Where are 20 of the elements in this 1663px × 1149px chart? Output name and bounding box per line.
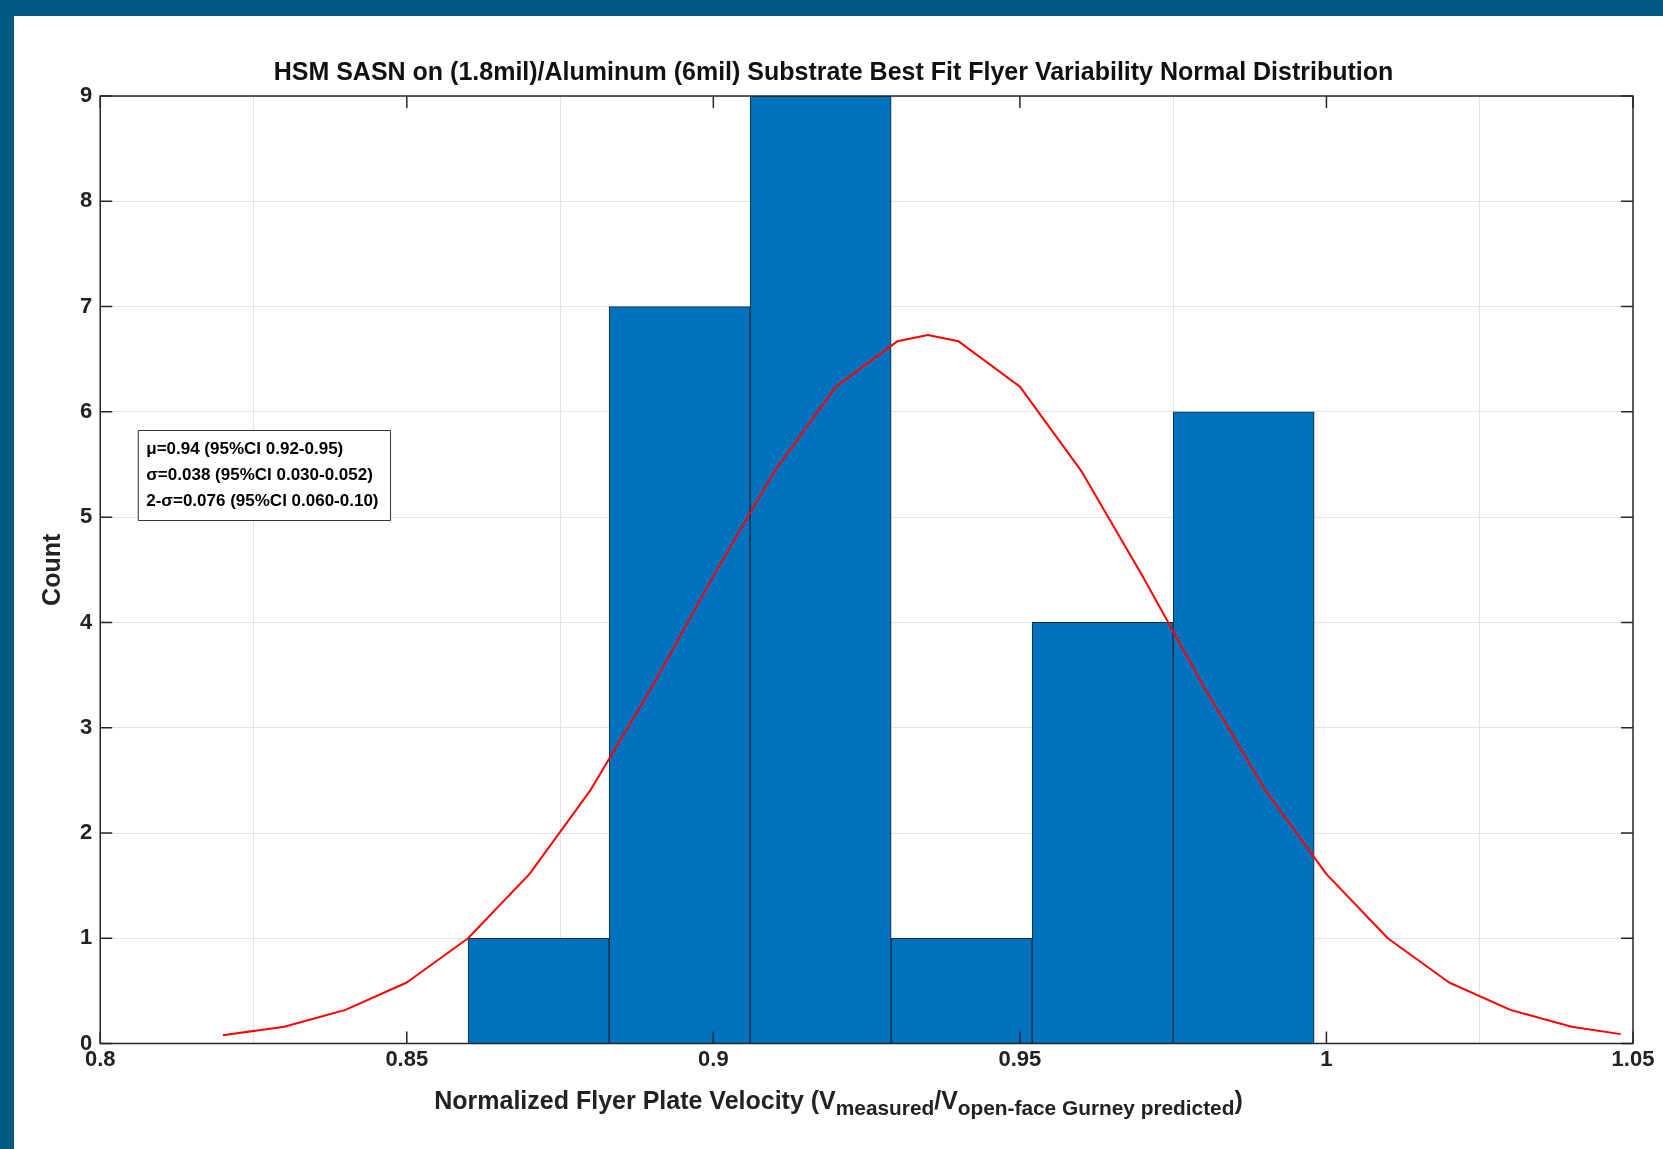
chart-title: HSM SASN on (1.8mil)/Aluminum (6mil) Substrate Best Fit Flyer Variability Normal Distribution — [273, 56, 1394, 85]
x-axis-title: Normalized Flyer Plate Velocity (V$_{measured}$/V$_{open-face Gurney predicted}$) — [433, 1086, 1244, 1120]
y-tick-label: 3 — [79, 713, 93, 739]
y-axis-title: Count — [36, 533, 65, 606]
x-tick-label: 0.85 — [385, 1045, 429, 1071]
y-tick-label: 5 — [79, 503, 93, 529]
x-tick-label: 0.9 — [698, 1045, 729, 1071]
y-tick-label: 1 — [79, 924, 93, 950]
annotation: μ=0.94 (95%CI 0.92-0.95) — [146, 439, 344, 459]
y-tick-label: 6 — [79, 397, 93, 423]
y-tick-label: 9 — [79, 82, 93, 108]
y-tick-label: 2 — [79, 819, 93, 845]
annotation: 2-σ=0.076 (95%CI 0.060-0.10) — [146, 491, 379, 511]
y-tick-label: 8 — [79, 187, 93, 213]
x-tick-label: 0.95 — [998, 1045, 1042, 1071]
y-tick-label: 4 — [79, 608, 93, 634]
y-tick-label: 7 — [79, 292, 93, 318]
x-tick-label: 1 — [1320, 1045, 1333, 1071]
x-tick-label: 1.05 — [1611, 1045, 1655, 1071]
annotation: σ=0.038 (95%CI 0.030-0.052) — [146, 465, 373, 485]
